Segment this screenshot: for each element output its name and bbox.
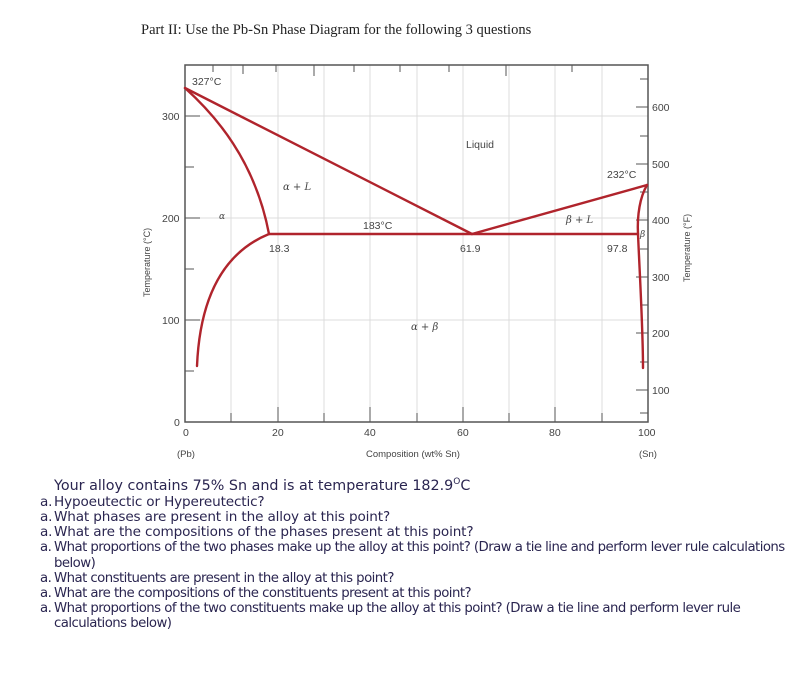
degree-symbol: O — [453, 477, 461, 487]
question-list: a. Hypoeutectic or Hypereutectic? a. What … — [40, 493, 790, 632]
question-item: a. What phases are present in the alloy a… — [40, 508, 391, 525]
pb-sn-phase-diagram: 327°C 232°C 183°C 18.3 61.9 97.8 Liquid … — [142, 64, 692, 460]
y-tick-400f: 400 — [652, 215, 670, 227]
liquidus-sn-side — [470, 183, 649, 236]
x-tick-40: 40 — [364, 427, 376, 439]
question-item: a. Hypoeutectic or Hypereutectic? — [40, 493, 265, 510]
y-axis-label-celsius: Temperature (°C) — [142, 228, 152, 297]
y-axis-label-fahrenheit: Temperature (°F) — [682, 214, 692, 282]
x-end-pb: (Pb) — [177, 449, 195, 460]
label-183c: 183°C — [363, 220, 393, 232]
x-tick-100: 100 — [638, 427, 656, 439]
alpha-solidus — [183, 86, 271, 236]
label-61-9: 61.9 — [460, 243, 481, 255]
x-tick-60: 60 — [457, 427, 469, 439]
question-block: Your alloy contains 75% Sn and is at tem… — [40, 474, 790, 632]
beta-solidus — [636, 183, 649, 236]
label-liquid: Liquid — [466, 139, 494, 151]
y-tick-100c: 100 — [162, 315, 180, 327]
y-tick-300c: 300 — [162, 111, 180, 123]
alloy-description: Your alloy contains 75% Sn and is at tem… — [54, 477, 471, 494]
x-end-sn: (Sn) — [639, 449, 657, 460]
label-alpha-plus-beta: α + β — [411, 322, 438, 333]
y-tick-0c: 0 — [174, 417, 180, 429]
question-item: a. What are the compositions of the phase… — [40, 524, 474, 541]
label-232c: 232°C — [607, 169, 637, 181]
label-97-8: 97.8 — [607, 243, 628, 255]
x-tick-20: 20 — [272, 427, 284, 439]
y-tick-600f: 600 — [652, 102, 670, 114]
question-item: a. What proportions of the two phases mak… — [40, 540, 785, 571]
label-18-3: 18.3 — [269, 243, 290, 255]
liquidus-pb-side — [183, 86, 474, 236]
x-tick-80: 80 — [549, 427, 561, 439]
y-tick-100f: 100 — [652, 385, 670, 397]
phase-boundaries — [183, 86, 649, 370]
y-tick-300f: 300 — [652, 272, 670, 284]
y-tick-200c: 200 — [162, 213, 180, 225]
question-item: a. What constituents are present in the a… — [40, 570, 394, 586]
y-tick-500f: 500 — [652, 159, 670, 171]
label-327c: 327°C — [192, 76, 222, 88]
question-item: a. What are the compositions of the const… — [40, 585, 472, 601]
label-alpha: α — [219, 212, 225, 222]
label-beta: β — [639, 230, 645, 240]
question-item: a. What proportions of the two constituen… — [40, 601, 741, 632]
grid — [185, 65, 648, 422]
y-tick-200f: 200 — [652, 328, 670, 340]
label-alpha-plus-liquid: α + L — [283, 182, 311, 193]
x-axis-label: Composition (wt% Sn) — [366, 449, 460, 460]
page-heading: Part II: Use the Pb-Sn Phase Diagram for… — [141, 22, 532, 38]
alpha-solvus — [195, 232, 271, 368]
label-beta-plus-liquid: β + L — [565, 215, 594, 226]
beta-solvus — [636, 232, 645, 370]
x-tick-0: 0 — [183, 427, 189, 439]
